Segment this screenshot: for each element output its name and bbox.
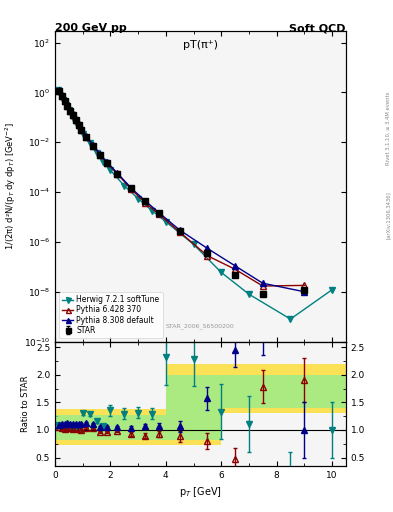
Text: STAR_2006_S6500200: STAR_2006_S6500200 <box>166 324 235 329</box>
Pythia 8.308 default <box>65 102 70 108</box>
Pythia 8.308 default <box>105 159 109 165</box>
Pythia 6.428 370 <box>143 200 147 206</box>
Y-axis label: Ratio to STAR: Ratio to STAR <box>21 375 30 432</box>
Pythia 8.308 default <box>98 151 103 157</box>
Herwig 7.2.1 softTune <box>191 241 196 247</box>
Herwig 7.2.1 softTune <box>163 219 168 225</box>
Pythia 8.308 default <box>62 97 67 103</box>
Pythia 6.428 370 <box>105 160 109 166</box>
Text: 200 GeV pp: 200 GeV pp <box>55 23 127 33</box>
Pythia 8.308 default <box>115 170 120 176</box>
Pythia 6.428 370 <box>65 103 70 109</box>
Pythia 8.308 default <box>91 142 95 148</box>
Pythia 6.428 370 <box>79 127 84 133</box>
Pythia 6.428 370 <box>60 93 64 99</box>
Text: Rivet 3.1.10, ≥ 3.4M events: Rivet 3.1.10, ≥ 3.4M events <box>386 91 391 165</box>
Herwig 7.2.1 softTune <box>246 291 251 297</box>
Line: Herwig 7.2.1 softTune: Herwig 7.2.1 softTune <box>55 88 335 322</box>
Pythia 8.308 default <box>68 107 73 113</box>
Pythia 6.428 370 <box>205 252 210 259</box>
Pythia 8.308 default <box>302 289 307 295</box>
Herwig 7.2.1 softTune <box>288 316 293 322</box>
Herwig 7.2.1 softTune <box>66 108 71 114</box>
Pythia 6.428 370 <box>98 152 103 158</box>
Pythia 8.308 default <box>233 263 237 269</box>
Herwig 7.2.1 softTune <box>122 183 127 189</box>
Pythia 8.308 default <box>57 88 62 94</box>
Pythia 6.428 370 <box>76 122 81 128</box>
Pythia 8.308 default <box>129 185 134 191</box>
Pythia 8.308 default <box>261 280 265 286</box>
Herwig 7.2.1 softTune <box>75 122 79 128</box>
Pythia 8.308 default <box>143 198 147 204</box>
Pythia 8.308 default <box>73 116 78 122</box>
Herwig 7.2.1 softTune <box>69 112 74 118</box>
Herwig 7.2.1 softTune <box>55 88 60 94</box>
Pythia 6.428 370 <box>233 266 237 272</box>
Herwig 7.2.1 softTune <box>136 196 140 202</box>
Line: Pythia 8.308 default: Pythia 8.308 default <box>57 88 307 294</box>
Pythia 8.308 default <box>71 111 75 117</box>
Pythia 8.308 default <box>84 133 88 139</box>
Line: Pythia 6.428 370: Pythia 6.428 370 <box>57 88 307 289</box>
Herwig 7.2.1 softTune <box>64 102 68 109</box>
Pythia 6.428 370 <box>62 98 67 104</box>
Pythia 6.428 370 <box>115 171 120 177</box>
Pythia 6.428 370 <box>73 117 78 123</box>
Herwig 7.2.1 softTune <box>87 140 92 146</box>
Herwig 7.2.1 softTune <box>150 207 154 214</box>
Pythia 8.308 default <box>177 227 182 233</box>
Text: pT(π⁺): pT(π⁺) <box>183 40 218 50</box>
Herwig 7.2.1 softTune <box>77 126 82 133</box>
Pythia 8.308 default <box>79 126 84 132</box>
Pythia 6.428 370 <box>129 186 134 193</box>
Pythia 6.428 370 <box>91 143 95 149</box>
Herwig 7.2.1 softTune <box>72 117 77 123</box>
X-axis label: p$_T$ [GeV]: p$_T$ [GeV] <box>179 485 222 499</box>
Pythia 6.428 370 <box>302 282 307 288</box>
Text: Soft QCD: Soft QCD <box>289 23 346 33</box>
Pythia 8.308 default <box>205 245 210 251</box>
Herwig 7.2.1 softTune <box>61 97 66 103</box>
Text: [arXiv:1306.3436]: [arXiv:1306.3436] <box>386 191 391 239</box>
Pythia 6.428 370 <box>156 211 161 217</box>
Herwig 7.2.1 softTune <box>80 131 85 137</box>
Pythia 8.308 default <box>156 209 161 216</box>
Pythia 6.428 370 <box>57 88 62 94</box>
Pythia 6.428 370 <box>71 112 75 118</box>
Y-axis label: 1/(2π) d²N/(p$_T$ dy dp$_T$) [GeV$^{-2}$]: 1/(2π) d²N/(p$_T$ dy dp$_T$) [GeV$^{-2}$… <box>4 122 18 250</box>
Pythia 6.428 370 <box>177 229 182 235</box>
Pythia 6.428 370 <box>68 108 73 114</box>
Herwig 7.2.1 softTune <box>108 167 113 174</box>
Pythia 8.308 default <box>76 121 81 127</box>
Herwig 7.2.1 softTune <box>58 93 63 99</box>
Pythia 6.428 370 <box>261 283 265 289</box>
Legend: Herwig 7.2.1 softTune, Pythia 6.428 370, Pythia 8.308 default, STAR: Herwig 7.2.1 softTune, Pythia 6.428 370,… <box>59 292 163 338</box>
Herwig 7.2.1 softTune <box>330 287 334 293</box>
Pythia 6.428 370 <box>84 134 88 140</box>
Herwig 7.2.1 softTune <box>219 269 224 275</box>
Herwig 7.2.1 softTune <box>101 159 106 165</box>
Pythia 8.308 default <box>60 92 64 98</box>
Herwig 7.2.1 softTune <box>94 150 99 156</box>
